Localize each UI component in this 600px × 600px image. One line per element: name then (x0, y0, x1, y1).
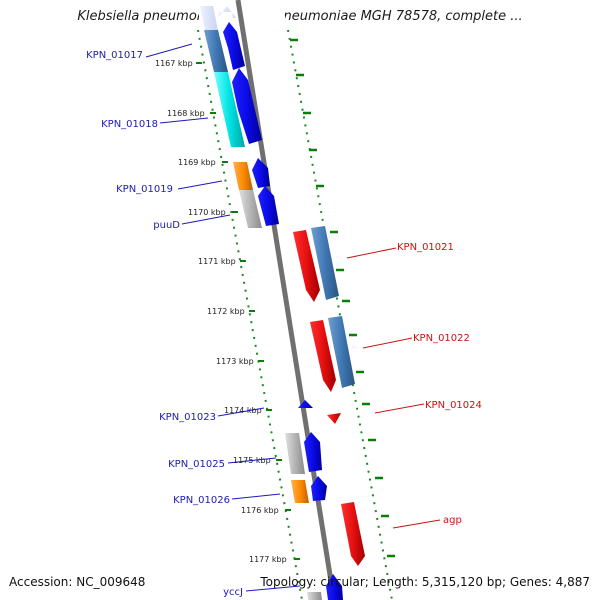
cog-bar-gray (285, 433, 305, 474)
gene-label: KPN_01021 (397, 242, 454, 253)
accession-text: Accession: NC_009648 (9, 575, 146, 589)
gene-label: KPN_01022 (413, 333, 470, 344)
right-dotted-guide (287, 29, 393, 600)
forward-gene-arrow (311, 476, 327, 501)
gene-label: KPN_01026 (173, 495, 230, 506)
tick-label: 1170 kbp (188, 208, 226, 217)
tick-label: 1176 kbp (241, 506, 279, 515)
forward-gene-arrow (304, 432, 322, 472)
tick-label: 1174 kbp (224, 406, 262, 415)
left-dotted-guide (197, 29, 303, 600)
right-gene-labels: KPN_01021 KPN_01022 KPN_01024 agp (397, 242, 482, 526)
forward-gene-arrow (223, 22, 245, 70)
gene-label: puuD (153, 220, 180, 231)
gene-label: KPN_01025 (168, 459, 225, 470)
tick-label: 1177 kbp (249, 555, 287, 564)
reverse-genes (293, 226, 365, 566)
cog-bar-gray (307, 592, 322, 600)
cog-bar-orange (233, 162, 253, 190)
forward-gene-arrow (326, 574, 343, 600)
reverse-gene-arrow (327, 413, 341, 424)
forward-gene-arrow (232, 68, 262, 144)
forward-gene-arrow (298, 400, 313, 408)
tick-label: 1167 kbp (155, 59, 193, 68)
cog-bar-steelblue (204, 30, 228, 72)
gene-label: KPN_01019 (116, 184, 173, 195)
gene-label: KPN_01017 (86, 50, 143, 61)
gene-label: KPN_01023 (159, 412, 216, 423)
left-tick-marks (196, 62, 300, 560)
cog-features (200, 6, 322, 600)
tick-label: 1171 kbp (198, 257, 236, 266)
reverse-gene-arrow (293, 230, 320, 302)
gene-label: yccJ (223, 587, 243, 598)
cog-bar-steelblue (328, 316, 355, 388)
tick-label: 1169 kbp (178, 158, 216, 167)
forward-gene-arrow (258, 186, 279, 226)
reverse-gene-arrow (310, 320, 336, 392)
cog-bar-gray (239, 190, 262, 228)
gene-label: agp (443, 515, 462, 526)
map-band (196, 0, 390, 600)
cog-bar-steelblue (311, 226, 339, 300)
cog-bar-orange (291, 480, 309, 503)
tick-label: 1168 kbp (167, 109, 205, 118)
tick-label: 1173 kbp (216, 357, 254, 366)
gene-label: KPN_01018 (101, 119, 158, 130)
left-gene-labels: KPN_01017 KPN_01018 KPN_01019 puuD KPN_0… (86, 50, 243, 598)
tick-label: 1172 kbp (207, 307, 245, 316)
map-title: Klebsiella pneumoniae subsp. pneumoniae … (77, 9, 523, 24)
forward-gene-arrow (218, 6, 236, 18)
genome-stats-text: Topology: circular; Length: 5,315,120 bp… (260, 575, 590, 589)
reverse-gene-arrow (341, 502, 365, 566)
cog-bar-pale (200, 6, 218, 30)
gene-label: KPN_01024 (425, 400, 482, 411)
left-leader-lines (145, 43, 301, 592)
gc-skew-dashes (290, 38, 395, 558)
forward-genes (218, 6, 343, 600)
forward-gene-arrow (252, 158, 270, 188)
right-leader-lines (346, 247, 441, 529)
cog-bar-cyan (214, 72, 245, 147)
